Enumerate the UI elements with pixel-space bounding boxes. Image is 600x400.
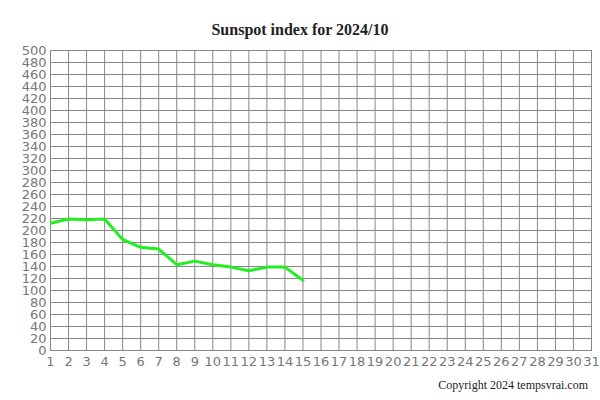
svg-text:280: 280	[21, 174, 47, 190]
svg-text:60: 60	[30, 306, 47, 322]
svg-text:480: 480	[21, 54, 47, 70]
svg-text:360: 360	[21, 126, 47, 142]
svg-text:12: 12	[241, 354, 258, 369]
svg-text:10: 10	[205, 354, 222, 369]
svg-text:5: 5	[118, 354, 126, 369]
svg-text:320: 320	[21, 150, 47, 166]
svg-text:380: 380	[21, 114, 47, 130]
svg-text:8: 8	[173, 354, 181, 369]
svg-text:260: 260	[21, 186, 47, 202]
svg-text:500: 500	[22, 44, 47, 58]
svg-text:3: 3	[82, 354, 90, 369]
svg-text:0: 0	[38, 342, 47, 358]
html-text:Copyright 2024 tempsvrai.com: Copyright 2024 tempsvrai.com	[438, 378, 588, 392]
svg-text:6: 6	[137, 354, 145, 369]
svg-text:220: 220	[21, 210, 47, 226]
svg-text:120: 120	[21, 270, 47, 286]
svg-text:27: 27	[511, 354, 528, 369]
svg-text:17: 17	[331, 354, 348, 369]
svg-text:15: 15	[295, 354, 312, 369]
svg-text:80: 80	[30, 294, 47, 310]
svg-text:200: 200	[21, 222, 47, 238]
svg-text:4: 4	[100, 354, 108, 369]
svg-text:13: 13	[259, 354, 276, 369]
svg-text:28: 28	[529, 354, 546, 369]
svg-text:22: 22	[421, 354, 438, 369]
svg-text:20: 20	[30, 330, 47, 346]
svg-text:420: 420	[21, 90, 47, 106]
svg-text:20: 20	[385, 354, 402, 369]
svg-text:25: 25	[475, 354, 492, 369]
svg-text:23: 23	[439, 354, 456, 369]
svg-text:9: 9	[191, 354, 199, 369]
svg-text:29: 29	[547, 354, 564, 369]
svg-text:440: 440	[21, 78, 47, 94]
svg-text:26: 26	[493, 354, 510, 369]
svg-text:2: 2	[64, 354, 72, 369]
svg-text:340: 340	[21, 138, 47, 154]
svg-text:140: 140	[21, 258, 47, 274]
svg-text:30: 30	[565, 354, 582, 369]
svg-text:16: 16	[313, 354, 330, 369]
svg-text:400: 400	[21, 102, 47, 118]
svg-text:1: 1	[46, 354, 54, 369]
svg-text:21: 21	[403, 354, 420, 369]
svg-text:18: 18	[349, 354, 366, 369]
svg-text:100: 100	[21, 282, 47, 298]
svg-text:300: 300	[21, 162, 47, 178]
svg-text:14: 14	[277, 354, 294, 369]
svg-text:31: 31	[583, 354, 600, 369]
svg-text:11: 11	[223, 354, 240, 369]
svg-text:24: 24	[457, 354, 474, 369]
html-text:Sunspot index for 2024/10: Sunspot index for 2024/10	[211, 21, 389, 38]
svg-text:7: 7	[155, 354, 163, 369]
svg-text:160: 160	[21, 246, 47, 262]
svg-text:40: 40	[30, 318, 47, 334]
svg-text:240: 240	[21, 198, 47, 214]
svg-text:180: 180	[21, 234, 47, 250]
svg-text:19: 19	[367, 354, 384, 369]
svg-text:460: 460	[21, 66, 47, 82]
